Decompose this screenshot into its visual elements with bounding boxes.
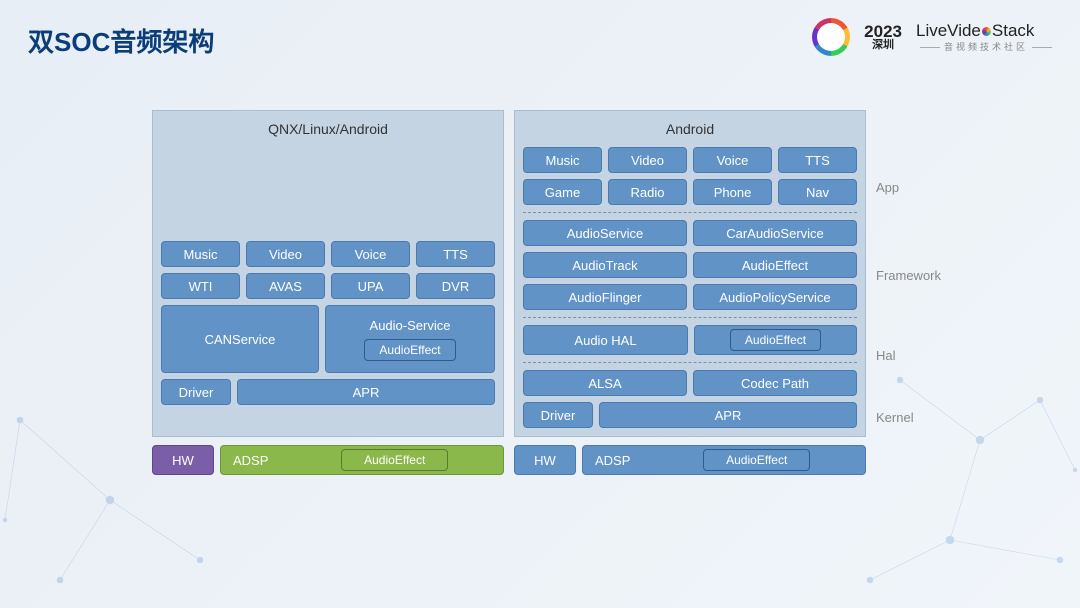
divider-app-fw: [523, 212, 857, 213]
panel-android: Android Music Video Voice TTS Game Radio…: [514, 110, 866, 437]
box-caraudioservice: CarAudioService: [693, 220, 857, 246]
box-audioeffect-inner: AudioEffect: [364, 339, 455, 361]
box-upa: UPA: [331, 273, 410, 299]
diagram-canvas: QNX/Linux/Android Music Video Voice TTS …: [152, 110, 992, 475]
right-hw-row: HW ADSP AudioEffect: [514, 445, 866, 475]
box-hal-audioeffect: AudioEffect: [730, 329, 821, 351]
box-r-nav: Nav: [778, 179, 857, 205]
box-video: Video: [246, 241, 325, 267]
audio-service-label: Audio-Service: [370, 318, 451, 333]
hal-fx-wrap: AudioEffect: [694, 325, 857, 355]
box-r-voice: Voice: [693, 147, 772, 173]
box-audioservice: AudioService: [523, 220, 687, 246]
left-hw-row: HW ADSP AudioEffect: [152, 445, 504, 475]
adsp-left-fx: AudioEffect: [341, 449, 448, 471]
conference-logo-icon: [812, 18, 850, 56]
box-adsp-right: ADSP AudioEffect: [582, 445, 866, 475]
panel-qnx-linux-android: QNX/Linux/Android Music Video Voice TTS …: [152, 110, 504, 437]
box-r-phone: Phone: [693, 179, 772, 205]
box-hw-right: HW: [514, 445, 576, 475]
box-audiopolicyservice: AudioPolicyService: [693, 284, 857, 310]
box-audioeffect-fw: AudioEffect: [693, 252, 857, 278]
box-apr-left: APR: [237, 379, 495, 405]
conference-year: 2023深圳: [864, 23, 902, 51]
box-music: Music: [161, 241, 240, 267]
label-framework: Framework: [876, 268, 941, 283]
box-r-video: Video: [608, 147, 687, 173]
box-r-game: Game: [523, 179, 602, 205]
label-kernel: Kernel: [876, 410, 914, 425]
box-r-tts: TTS: [778, 147, 857, 173]
box-canservice: CANService: [161, 305, 319, 373]
panel-right-title: Android: [523, 119, 857, 141]
adsp-right-label: ADSP: [595, 453, 630, 468]
box-hw-left: HW: [152, 445, 214, 475]
box-apr-right: APR: [599, 402, 857, 428]
box-alsa: ALSA: [523, 370, 687, 396]
adsp-left-label: ADSP: [233, 453, 268, 468]
box-adsp-left: ADSP AudioEffect: [220, 445, 504, 475]
box-avas: AVAS: [246, 273, 325, 299]
header-badges: 2023深圳 LiveVideStack 音视频技术社区: [812, 18, 1056, 56]
box-tts: TTS: [416, 241, 495, 267]
divider-hal-kernel: [523, 362, 857, 363]
divider-fw-hal: [523, 317, 857, 318]
label-hal: Hal: [876, 348, 896, 363]
box-audio-hal: Audio HAL: [523, 325, 688, 355]
slide-title: 双SOC音频架构: [28, 22, 214, 59]
box-driver-right: Driver: [523, 402, 593, 428]
left-app-row2: WTI AVAS UPA DVR: [161, 273, 495, 299]
box-dvr: DVR: [416, 273, 495, 299]
box-r-radio: Radio: [608, 179, 687, 205]
brand-dot-icon: [982, 27, 991, 36]
box-voice: Voice: [331, 241, 410, 267]
box-r-music: Music: [523, 147, 602, 173]
label-app: App: [876, 180, 899, 195]
box-driver-left: Driver: [161, 379, 231, 405]
brand-logo: LiveVideStack 音视频技术社区: [916, 21, 1056, 53]
box-audiotrack: AudioTrack: [523, 252, 687, 278]
box-audio-service: Audio-Service AudioEffect: [325, 305, 495, 373]
box-wti: WTI: [161, 273, 240, 299]
box-codec-path: Codec Path: [693, 370, 857, 396]
adsp-right-fx: AudioEffect: [703, 449, 810, 471]
panel-left-title: QNX/Linux/Android: [161, 119, 495, 141]
box-audioflinger: AudioFlinger: [523, 284, 687, 310]
left-app-row1: Music Video Voice TTS: [161, 241, 495, 267]
